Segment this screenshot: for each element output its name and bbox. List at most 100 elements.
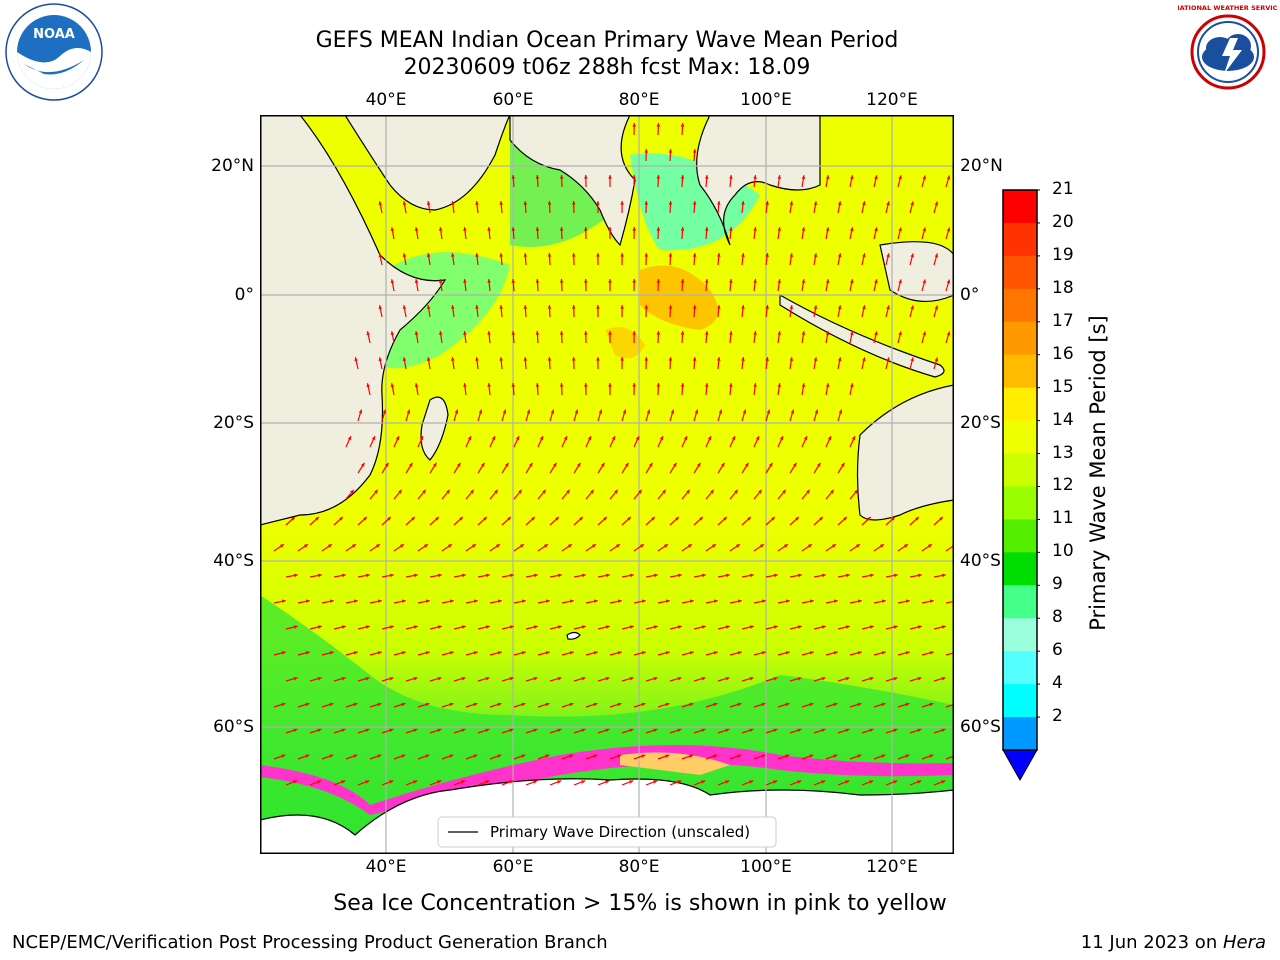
- wave-arrow-head: [426, 253, 431, 257]
- wave-arrow-head: [437, 573, 442, 578]
- wave-arrow-head: [605, 728, 610, 733]
- wave-arrow-head: [608, 383, 612, 387]
- wave-arrow-head: [946, 279, 951, 284]
- wave-arrow-head: [801, 383, 806, 387]
- wave-arrow-head: [753, 383, 757, 387]
- wave-arrow-head: [317, 625, 322, 629]
- colorbar-frame: [1002, 189, 1038, 751]
- wave-arrow-head: [713, 702, 718, 707]
- wave-arrow-head: [790, 409, 795, 414]
- wave-arrow-head: [922, 227, 927, 232]
- wave-arrow-head: [797, 728, 802, 733]
- wave-arrow-head: [765, 253, 769, 257]
- wave-arrow-head: [463, 279, 467, 283]
- wave-arrow-head: [449, 651, 454, 655]
- wave-arrow-head: [644, 253, 649, 257]
- wave-arrow-head: [557, 676, 562, 681]
- wave-arrow-head: [547, 305, 552, 309]
- wave-arrow-head: [934, 357, 939, 362]
- wave-arrow-head: [716, 201, 721, 205]
- wave-arrow-head: [461, 625, 466, 629]
- wave-arrow-head: [653, 728, 658, 733]
- wave-arrow-head: [365, 625, 370, 629]
- colorbar-tick: 6: [1052, 640, 1063, 661]
- colorbar-tick: 15: [1052, 376, 1074, 397]
- lon-tick-top: 40°E: [365, 90, 407, 110]
- wave-arrow-head: [749, 780, 754, 784]
- lat-tick-left: 40°S: [213, 551, 254, 571]
- wave-arrow-head: [893, 728, 898, 733]
- wave-arrow-head: [438, 227, 443, 231]
- wave-arrow-head: [605, 625, 610, 629]
- wave-arrow-head: [641, 599, 646, 604]
- wave-arrow-head: [827, 436, 832, 441]
- wave-arrow-head: [463, 383, 467, 387]
- wave-arrow-head: [497, 599, 502, 604]
- wave-arrow-head: [747, 516, 751, 521]
- wave-arrow-head: [552, 462, 557, 467]
- wave-arrow-head: [581, 625, 586, 629]
- wave-arrow-head: [569, 599, 574, 604]
- wave-arrow-head: [881, 754, 886, 758]
- wave-arrow-head: [689, 702, 694, 707]
- wave-arrow: [945, 755, 954, 760]
- wave-arrow-head: [523, 357, 528, 361]
- wave-arrow-head: [917, 625, 922, 629]
- wave-direction-arrows: [273, 122, 954, 786]
- wave-arrow-head: [605, 676, 610, 681]
- wave-arrow-head: [662, 489, 666, 494]
- colorbar-tick: 2: [1052, 706, 1063, 727]
- wave-arrow-head: [480, 462, 485, 467]
- wave-arrow-head: [929, 702, 934, 707]
- wave-arrow-head: [515, 436, 520, 441]
- wave-arrow-head: [627, 516, 631, 521]
- wave-arrow-head: [797, 573, 802, 578]
- wave-arrow-head: [521, 651, 526, 655]
- wave-arrow-head: [849, 175, 854, 180]
- wave-arrow-head: [675, 516, 679, 521]
- wave-arrow-head: [596, 357, 600, 361]
- wave-arrow-head: [451, 305, 455, 309]
- wave-arrow-head: [293, 780, 298, 784]
- wave-arrow-head: [741, 201, 745, 205]
- wave-arrow-head: [521, 702, 526, 707]
- wave-arrow-head: [389, 780, 394, 784]
- wave-arrow-head: [581, 573, 586, 578]
- wave-arrow-head: [905, 651, 910, 655]
- colorbar-band: [1003, 486, 1037, 520]
- wave-arrow-head: [574, 409, 579, 414]
- wave-arrow-head: [413, 573, 418, 578]
- wave-arrow-head: [761, 599, 766, 604]
- wave-arrow-head: [614, 489, 618, 494]
- wave-arrow-head: [545, 702, 550, 707]
- colorbar-tick: 21: [1052, 179, 1074, 199]
- wave-arrow-head: [449, 754, 454, 758]
- wave-arrow-head: [611, 436, 616, 441]
- wave-arrow-head: [353, 754, 358, 758]
- wave-arrow-head: [566, 489, 570, 494]
- wave-arrow-head: [617, 599, 622, 604]
- wave-arrow-head: [742, 409, 747, 414]
- chart-title: GEFS MEAN Indian Ocean Primary Wave Mean…: [315, 28, 899, 53]
- wave-arrow-head: [384, 462, 389, 467]
- wave-arrow-head: [668, 357, 673, 361]
- wave-arrow-head: [851, 436, 856, 441]
- wave-arrow-head: [485, 780, 490, 784]
- wave-arrow-head: [765, 305, 769, 309]
- wave-arrow-head: [665, 651, 670, 655]
- wave-arrow-head: [677, 625, 682, 629]
- wave-arrow-head: [692, 201, 697, 205]
- wave-arrow-head: [934, 253, 939, 258]
- wave-arrow-head: [641, 651, 646, 655]
- wave-arrow-head: [497, 651, 502, 655]
- wave-arrow-head: [413, 625, 418, 629]
- wave-arrow-head: [801, 331, 806, 335]
- noaa-logo-text: NOAA: [33, 27, 75, 42]
- wave-arrow-head: [716, 305, 721, 309]
- wave-arrow-head: [785, 702, 790, 707]
- wave-arrow-head: [543, 544, 548, 548]
- wave-arrow-head: [414, 279, 419, 283]
- wave-arrow-head: [773, 728, 778, 733]
- wave-arrow-head: [874, 279, 878, 284]
- wave-arrow-head: [795, 516, 799, 521]
